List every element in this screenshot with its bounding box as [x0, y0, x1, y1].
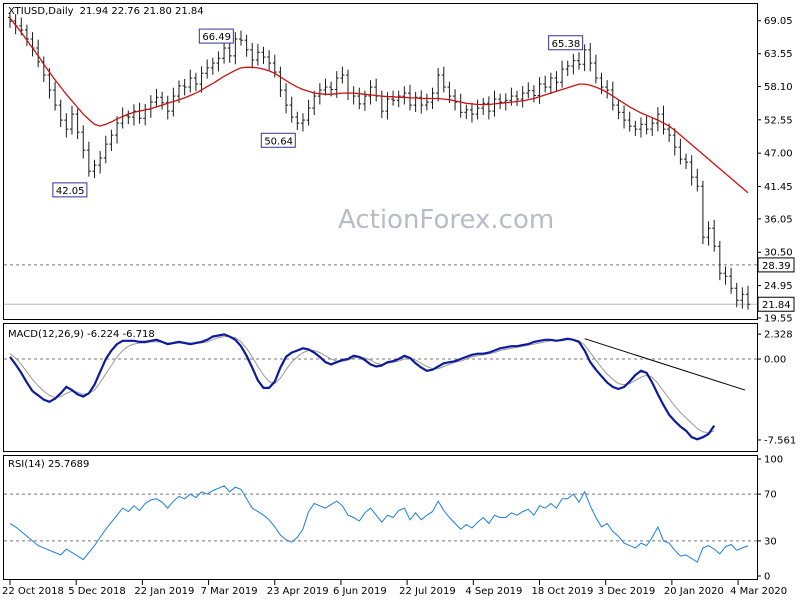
level-label-box	[757, 257, 795, 273]
annotation-label: 42.05	[56, 186, 85, 197]
rsi-line	[9, 485, 749, 563]
price-tick-label: 36.05	[764, 214, 793, 225]
annotation-box	[260, 132, 296, 148]
price-tick-label: 30.50	[764, 248, 793, 259]
rsi-tick-label: 70	[764, 490, 777, 501]
annotation-label: 65.38	[552, 39, 581, 50]
price-tick-label: 47.00	[764, 149, 793, 160]
price-tick-label: 69.05	[764, 16, 793, 27]
date-tick-label: 22 Jul 2019	[399, 586, 456, 597]
rsi-lines	[9, 485, 749, 563]
price-tick-label: 52.55	[764, 115, 793, 126]
annotation-label: 50.64	[264, 136, 293, 147]
date-tick-label: 22 Jan 2019	[134, 586, 194, 597]
macd-tick-label: 2.328	[764, 330, 793, 341]
price-tick-label: 63.55	[764, 49, 793, 60]
date-tick-label: 7 Mar 2019	[201, 586, 258, 597]
annotation-box	[548, 35, 584, 51]
macd-line	[9, 333, 716, 441]
current-price-label: 21.84	[762, 300, 791, 311]
macd-panel-frame	[3, 323, 758, 452]
date-tick-label: 22 Oct 2018	[2, 586, 64, 597]
symbol-text: XTIUSD,Daily	[8, 6, 74, 17]
date-tick-label: 4 Sep 2019	[465, 586, 522, 597]
rsi-tick-label: 100	[764, 455, 783, 466]
macd-tick-label: 0.00	[764, 355, 786, 366]
moving-average-line	[9, 17, 749, 194]
price-tick-label: 19.55	[764, 314, 793, 325]
date-axis: 22 Oct 2018 5 Dec 2018 22 Jan 2019 7 Mar 20…	[2, 580, 787, 597]
level-label: 28.39	[762, 261, 791, 272]
rsi-guides	[4, 493, 757, 542]
macd-title: MACD(12,26,9) -6.224 -6.718	[8, 329, 155, 340]
date-tick-label: 3 Dec 2019	[598, 586, 656, 597]
price-tick-label: 58.10	[764, 82, 793, 93]
date-tick-label: 5 Dec 2018	[68, 586, 126, 597]
macd-y-axis: 2.328 0.00 -7.561	[757, 330, 796, 446]
rsi-tick-label: 0	[764, 572, 770, 583]
ohlc-text: 21.94 22.76 21.80 21.84	[80, 6, 204, 17]
annotation-box	[52, 182, 88, 198]
price-y-axis: 69.05 63.55 58.10 52.55 47.00 41.45 36.05 30.50…	[757, 16, 793, 325]
annotation-label: 66.49	[202, 32, 231, 43]
price-guides: 28.39 21.84	[4, 257, 795, 312]
macd-trendline	[584, 338, 746, 391]
annotation-box	[198, 28, 234, 44]
rsi-y-axis: 100 70 30 0	[757, 455, 783, 583]
moving-average	[9, 17, 749, 194]
date-tick-label: 6 Jun 2019	[333, 586, 387, 597]
macd-lines	[9, 333, 746, 441]
date-tick-label: 4 Mar 2020	[730, 586, 787, 597]
rsi-panel-frame	[3, 455, 758, 580]
price-panel-frame	[3, 3, 758, 320]
macd-tick-label: -7.561	[764, 435, 796, 446]
rsi-title: RSI(14) 25.7689	[8, 459, 89, 470]
price-tick-label: 41.45	[764, 182, 793, 193]
date-tick-label: 18 Oct 2019	[532, 586, 594, 597]
current-price-box	[757, 296, 795, 312]
date-tick-label: 20 Jan 2020	[664, 586, 724, 597]
rsi-tick-label: 30	[764, 536, 777, 547]
price-tick-label: 24.95	[764, 281, 793, 292]
date-tick-label: 23 Apr 2019	[267, 586, 329, 597]
watermark: ActionForex.com	[338, 205, 554, 235]
symbol-label: XTIUSD,Daily 21.94 22.76 21.80 21.84	[8, 6, 204, 17]
price-annotations: 66.49 42.05 50.64 65.38	[52, 28, 584, 198]
